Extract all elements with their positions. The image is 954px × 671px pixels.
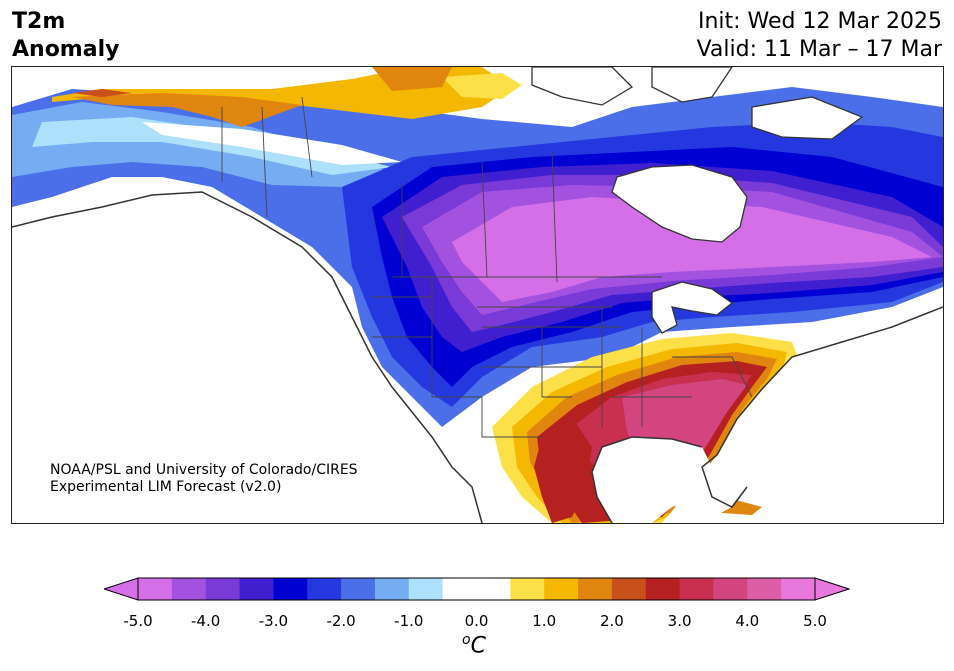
- colorbar-unit: oC: [462, 632, 486, 658]
- anomaly-region-red-mexico: [534, 417, 592, 523]
- anomaly-region-magenta: [452, 197, 932, 302]
- colorbar-segment: [510, 578, 545, 600]
- colorbar-segment: [273, 578, 308, 600]
- colorbar-tick-label: 5.0: [803, 612, 827, 630]
- colorbar-segment: [713, 578, 748, 600]
- hudson-bay: [611, 164, 748, 243]
- credit-line2: Experimental LIM Forecast (v2.0): [50, 479, 282, 495]
- colorbar-segment: [578, 578, 613, 600]
- atlantic-ocean: [662, 307, 943, 523]
- colorbar-tick-label: 1.0: [532, 612, 557, 630]
- colorbar-tick-label: 4.0: [735, 612, 760, 630]
- political-borders: [221, 96, 753, 438]
- anomaly-map: NOAA/PSL and University of Colorado/CIRE…: [11, 66, 944, 524]
- colorbar-under-arrow: [104, 577, 139, 601]
- title-line2: Anomaly: [12, 37, 120, 62]
- init-date: Init: Wed 12 Mar 2025: [697, 9, 942, 34]
- anomaly-region-red-north: [72, 89, 132, 97]
- unit-degree: o: [462, 632, 471, 648]
- colorbar-segment: [307, 578, 342, 600]
- map-svg: [12, 67, 943, 523]
- east-coastline: [701, 306, 943, 508]
- unit-letter: C: [470, 633, 486, 659]
- colorbar-segment: [205, 578, 241, 600]
- colorbar-segment: [442, 578, 477, 600]
- great-lakes: [651, 281, 734, 334]
- colorbar-segment: [476, 578, 511, 600]
- valid-period: Valid: 11 Mar – 17 Mar: [696, 37, 942, 62]
- colorbar-tick-label: 3.0: [667, 612, 692, 630]
- colorbar-segment: [747, 578, 782, 600]
- colorbar-tick-label: 2.0: [599, 612, 624, 630]
- colorbar-tick-label: -4.0: [191, 612, 221, 630]
- colorbar-tick-label: -3.0: [258, 612, 289, 630]
- credit-line1: NOAA/PSL and University of Colorado/CIRE…: [50, 462, 358, 478]
- anomaly-region-lightblue: [32, 117, 392, 175]
- arctic-islands: [531, 67, 864, 140]
- colorbar-segment: [679, 578, 714, 600]
- anomaly-region-orange-north: [72, 93, 302, 127]
- anomaly-region-white: [142, 122, 402, 165]
- map-title: T2m Anomaly: [12, 8, 119, 64]
- data-credit: NOAA/PSL and University of Colorado/CIRE…: [50, 462, 358, 496]
- colorbar-over-arrow: [814, 577, 850, 601]
- colorbar-segment: [645, 578, 681, 600]
- colorbar-segments: [138, 578, 816, 600]
- colorbar-frame: [137, 577, 816, 601]
- colorbar-segment: [239, 578, 274, 600]
- colorbar-segment: [171, 578, 207, 600]
- colorbar-tick-label: -1.0: [394, 612, 424, 630]
- colorbar-tick-label: -2.0: [326, 612, 356, 630]
- anomaly-region-orange-arctic: [372, 67, 452, 91]
- forecast-dates: Init: Wed 12 Mar 2025 Valid: 11 Mar – 17…: [697, 8, 942, 64]
- title-line1: T2m: [12, 9, 66, 34]
- pacific-ocean: [12, 192, 482, 523]
- colorbar-segment: [408, 578, 444, 600]
- gulf-of-mexico: [592, 437, 712, 523]
- colorbar-segment: [611, 578, 647, 600]
- anomaly-region-yellow-arctic: [442, 73, 522, 99]
- colorbar-segment: [374, 578, 410, 600]
- colorbar-segment: [341, 578, 376, 600]
- colorbar-segment: [544, 578, 579, 600]
- west-coastline: [12, 191, 483, 523]
- colorbar-tick-label: -5.0: [123, 612, 153, 630]
- colorbar-segment: [138, 578, 173, 600]
- colorbar: [104, 577, 850, 601]
- gulf-coastline: [591, 436, 703, 523]
- colorbar-tick-label: 0.0: [464, 612, 489, 630]
- colorbar-segment: [781, 578, 816, 600]
